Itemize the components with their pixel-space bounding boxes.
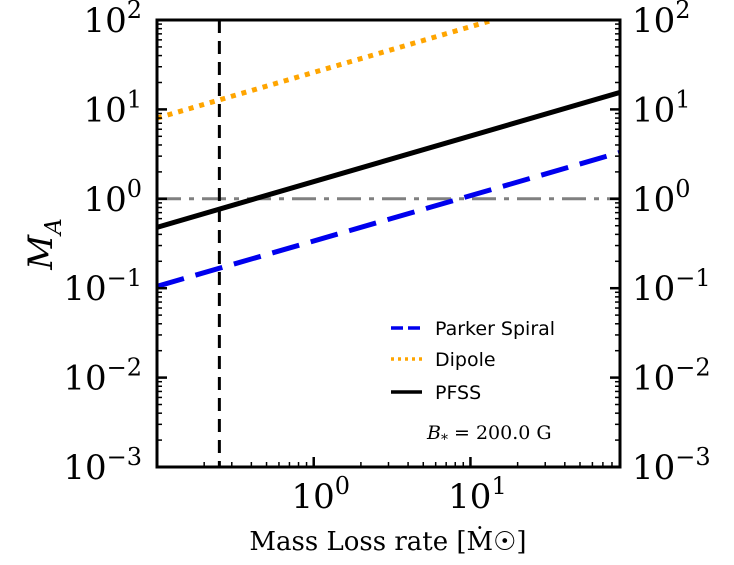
legend-label-dipole: Dipole — [435, 349, 496, 371]
legend: Parker Spiral Dipole PFSS — [391, 318, 555, 404]
y-tick-label-left: 10−2 — [63, 354, 142, 399]
y-tick-label-right: 10−1 — [632, 264, 711, 309]
series-line-pfss — [157, 89, 620, 230]
y-tick-label-left: 100 — [83, 175, 142, 220]
field-strength-annotation: B* = 200.0 G — [426, 422, 552, 448]
x-tick-label: 101 — [448, 472, 507, 517]
series-line-parker-spiral — [157, 149, 620, 289]
y-axis-label: MA — [21, 218, 67, 270]
y-tick-label-right: 102 — [632, 0, 691, 41]
x-tick-label: 100 — [291, 472, 350, 517]
legend-label-parker-spiral: Parker Spiral — [435, 318, 555, 340]
series-line-dipole — [157, 20, 495, 121]
y-tick-label-right: 101 — [632, 85, 691, 130]
y-axis-label-text: MA — [21, 218, 67, 270]
legend-label-pfss: PFSS — [435, 382, 481, 404]
y-tick-label-right: 100 — [632, 175, 691, 220]
y-tick-label-left: 101 — [83, 85, 142, 130]
y-tick-label-right: 10−2 — [632, 354, 711, 399]
y-tick-label-right: 10−3 — [632, 443, 711, 488]
y-tick-label-left: 10−3 — [63, 443, 142, 488]
x-axis-label: Mass Loss rate [Ṁ☉] — [249, 526, 526, 557]
y-tick-label-left: 102 — [83, 0, 142, 41]
y-tick-label-left: 10−1 — [63, 264, 142, 309]
plot-frame — [155, 18, 622, 469]
